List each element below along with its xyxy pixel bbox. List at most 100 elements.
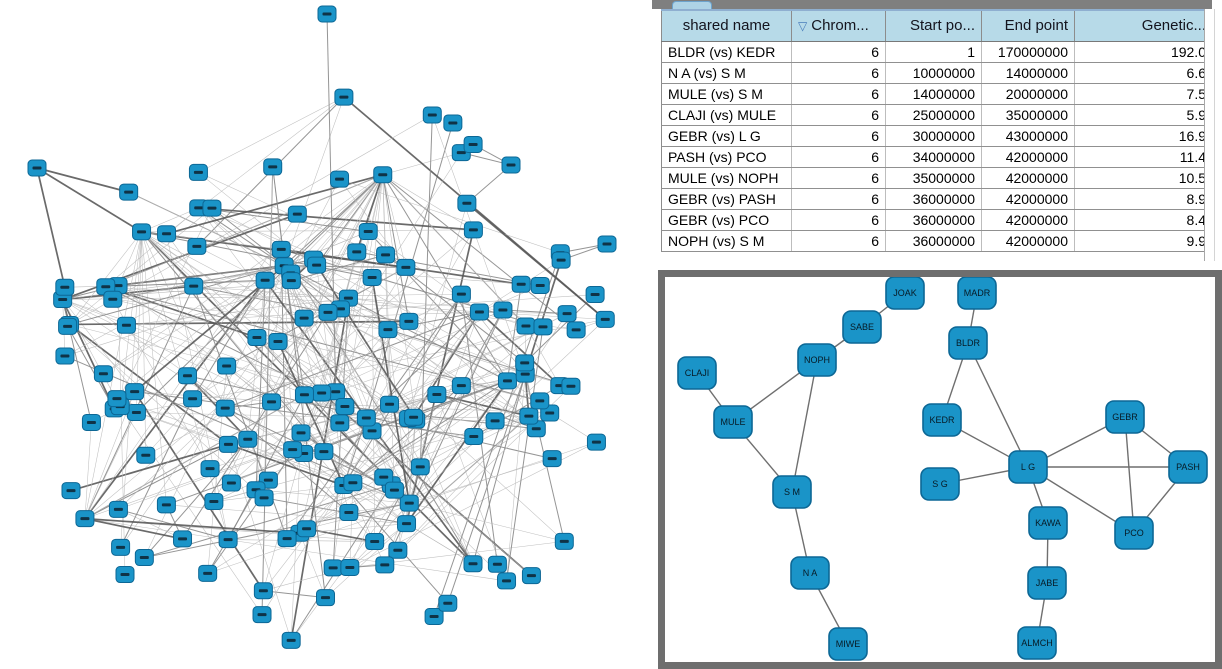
main-network-node[interactable]: [376, 246, 396, 264]
result-edge-GEBR-PCO[interactable]: [1124, 416, 1135, 534]
main-network-node[interactable]: [373, 166, 393, 184]
main-network-node[interactable]: [463, 555, 483, 573]
network-node-jabe[interactable]: JABE: [1027, 566, 1067, 600]
network-node-kedr[interactable]: KEDR: [922, 403, 962, 437]
main-network-node[interactable]: [132, 223, 152, 241]
column-header-end-point[interactable]: End point: [981, 9, 1075, 42]
main-network-node[interactable]: [287, 205, 307, 223]
main-network-node[interactable]: [343, 474, 363, 492]
main-network-node[interactable]: [202, 199, 222, 217]
main-network-node[interactable]: [330, 414, 350, 432]
network-node-pco[interactable]: PCO: [1114, 516, 1154, 550]
table-row[interactable]: MULE (vs) S M 6 14000000 20000000 7.5: [661, 83, 1213, 105]
main-network-node[interactable]: [254, 489, 274, 507]
main-network-node[interactable]: [247, 329, 267, 347]
main-network-node[interactable]: [217, 357, 237, 375]
main-network-node[interactable]: [497, 572, 517, 590]
network-node-kawa[interactable]: KAWA: [1028, 506, 1068, 540]
main-network-node[interactable]: [451, 377, 471, 395]
main-network-node[interactable]: [103, 290, 123, 308]
main-network-node[interactable]: [134, 549, 154, 567]
main-network-node[interactable]: [469, 303, 489, 321]
network-node-pash[interactable]: PASH: [1168, 450, 1208, 484]
main-network-node[interactable]: [356, 409, 376, 427]
main-network-node[interactable]: [312, 384, 332, 402]
table-tab[interactable]: [672, 1, 712, 9]
main-network-node[interactable]: [438, 594, 458, 612]
main-network-node[interactable]: [384, 481, 404, 499]
network-node-mule[interactable]: MULE: [713, 405, 753, 439]
main-network-node[interactable]: [116, 316, 136, 334]
table-row[interactable]: NOPH (vs) S M 6 36000000 42000000 9.9: [661, 230, 1213, 252]
result-edge-NOPH-SM[interactable]: [791, 359, 818, 493]
main-network-node[interactable]: [375, 556, 395, 574]
main-network-node[interactable]: [335, 398, 355, 416]
main-network-node[interactable]: [388, 541, 408, 559]
main-network-node[interactable]: [126, 403, 146, 421]
main-network-node[interactable]: [585, 286, 605, 304]
main-network-node[interactable]: [318, 303, 338, 321]
table-row[interactable]: N A (vs) S M 6 10000000 14000000 6.6: [661, 62, 1213, 84]
main-network-node[interactable]: [314, 443, 334, 461]
main-network-node[interactable]: [238, 430, 258, 448]
main-network-node[interactable]: [519, 407, 539, 425]
main-network-node[interactable]: [427, 386, 447, 404]
main-network-node[interactable]: [268, 333, 288, 351]
main-network-node[interactable]: [424, 607, 444, 625]
network-node-bldr[interactable]: BLDR: [948, 326, 988, 360]
main-network-node[interactable]: [597, 235, 617, 253]
main-network-node[interactable]: [136, 446, 156, 464]
main-network-node[interactable]: [218, 531, 238, 549]
main-network-node[interactable]: [156, 496, 176, 514]
main-network-node[interactable]: [566, 321, 586, 339]
table-row[interactable]: GEBR (vs) PCO 6 36000000 42000000 8.4: [661, 209, 1213, 231]
main-network-node[interactable]: [410, 458, 430, 476]
main-network-node[interactable]: [422, 106, 442, 124]
main-network-node[interactable]: [271, 240, 291, 258]
main-network-node[interactable]: [125, 383, 145, 401]
main-network-node[interactable]: [263, 158, 283, 176]
network-node-claji[interactable]: CLAJI: [677, 356, 717, 390]
main-network-node[interactable]: [177, 367, 197, 385]
network-node-almch[interactable]: ALMCH: [1017, 626, 1057, 660]
main-network-node[interactable]: [530, 392, 550, 410]
main-network-node[interactable]: [533, 318, 553, 336]
main-network-node[interactable]: [108, 500, 128, 518]
table-row[interactable]: MULE (vs) NOPH 6 35000000 42000000 10.5: [661, 167, 1213, 189]
main-network-node[interactable]: [283, 441, 303, 459]
main-network-node[interactable]: [362, 268, 382, 286]
table-row[interactable]: GEBR (vs) PASH 6 36000000 42000000 8.9: [661, 188, 1213, 210]
main-network-node[interactable]: [173, 530, 193, 548]
main-network-node[interactable]: [316, 589, 336, 607]
result-network-view[interactable]: JOAK SABE NOPH CLAJI MULE S M N A MIWE MADR BLDR K…: [665, 277, 1215, 662]
main-network-node[interactable]: [511, 275, 531, 293]
main-network-node[interactable]: [501, 156, 521, 174]
main-network-node[interactable]: [187, 237, 207, 255]
main-network-node[interactable]: [188, 163, 208, 181]
main-network-node[interactable]: [317, 5, 337, 23]
main-network-node[interactable]: [119, 183, 139, 201]
main-network-node[interactable]: [586, 433, 606, 451]
main-network-node[interactable]: [198, 564, 218, 582]
main-network-node[interactable]: [554, 532, 574, 550]
main-network-node[interactable]: [463, 221, 483, 239]
main-network-node[interactable]: [347, 243, 367, 261]
main-network-node[interactable]: [595, 310, 615, 328]
main-network-node[interactable]: [339, 504, 359, 522]
main-network-node[interactable]: [497, 372, 517, 390]
main-network-node[interactable]: [93, 365, 113, 383]
main-network-node[interactable]: [55, 347, 75, 365]
main-network-node[interactable]: [81, 413, 101, 431]
network-node-madr[interactable]: MADR: [957, 277, 997, 310]
main-network-node[interactable]: [542, 450, 562, 468]
main-network-node[interactable]: [551, 251, 571, 269]
network-node-sg[interactable]: S G: [920, 467, 960, 501]
main-network-node[interactable]: [362, 422, 382, 440]
main-network-node[interactable]: [262, 393, 282, 411]
column-header-chrom-[interactable]: ▽ Chrom...: [791, 9, 886, 42]
main-network-node[interactable]: [111, 538, 131, 556]
column-header-start-po-[interactable]: Start po...: [885, 9, 982, 42]
main-network-node[interactable]: [521, 567, 541, 585]
main-network-node[interactable]: [221, 474, 241, 492]
main-network-node[interactable]: [294, 386, 314, 404]
